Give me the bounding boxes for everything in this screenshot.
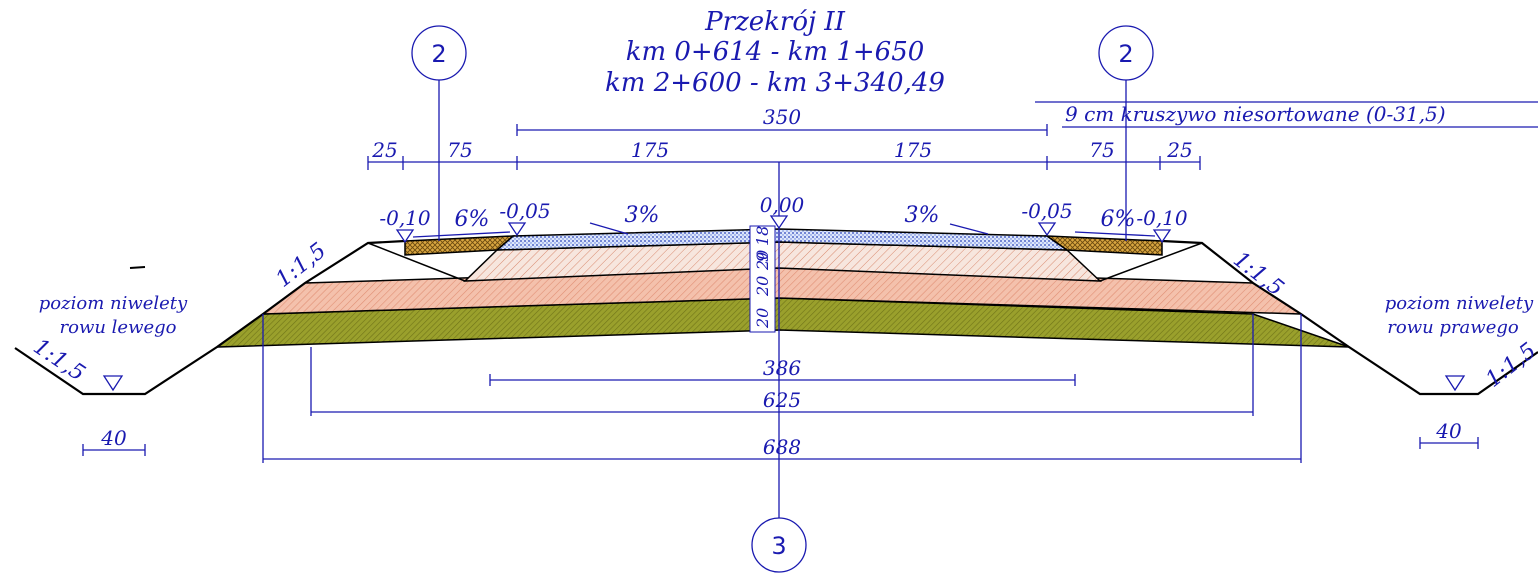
svg-text:3: 3 <box>771 532 786 560</box>
dim-350: 350 <box>516 105 1048 136</box>
dim-ditch-right-40: 40 <box>1419 419 1479 449</box>
title-line-1: Przekrój II <box>704 7 845 37</box>
dim-ditch-left-40: 40 <box>82 426 146 456</box>
elevation-left-shoulder: -0,10 <box>379 206 431 244</box>
dim-left-175: 175 <box>631 138 669 162</box>
svg-text:9 cm kruszywo niesortowane (0-: 9 cm kruszywo niesortowane (0-31,5) <box>1065 102 1446 126</box>
svg-text:3%: 3% <box>905 203 940 228</box>
elevation-center: 0,00 <box>760 193 805 230</box>
callout-left: 2 <box>411 25 467 241</box>
elevation-right-edge: -0,05 <box>1021 199 1073 237</box>
dim-right-75: 75 <box>1089 138 1114 162</box>
dim-left-25: 25 <box>371 138 397 162</box>
slope-left-shoulder: 6% <box>455 207 490 232</box>
svg-text:40: 40 <box>100 426 127 450</box>
embankment-top-right <box>1099 242 1203 282</box>
dim-right-25: 25 <box>1166 138 1192 162</box>
svg-text:-0,10: -0,10 <box>1136 206 1188 230</box>
callout-right: 2 <box>1098 25 1154 241</box>
svg-text:0,00: 0,00 <box>760 193 805 217</box>
svg-text:3%: 3% <box>625 203 660 228</box>
thickness-20a: 20 <box>753 250 772 271</box>
title-line-2: km 0+614 - km 1+650 <box>626 37 925 67</box>
ground-line-right <box>1161 239 1538 396</box>
svg-text:-0,05: -0,05 <box>1021 199 1072 223</box>
dim-386: 386 <box>489 356 1076 386</box>
dim-688: 688 <box>262 314 1302 463</box>
callout-bottom: 3 <box>751 517 807 573</box>
svg-text:-0,10: -0,10 <box>379 206 431 230</box>
thickness-18: 18 <box>753 226 772 246</box>
ditch-right-label-1: poziom niwelety <box>1385 293 1534 314</box>
dim-left-75: 75 <box>447 138 472 162</box>
dim-625: 625 <box>310 314 1254 416</box>
title-line-3: km 2+600 - km 3+340,49 <box>605 68 945 98</box>
slope-ditch-right: 1:1,5 <box>1481 338 1538 392</box>
thickness-9: 9 <box>753 252 772 262</box>
embankment-top-left <box>367 242 466 282</box>
ditch-left-label-1: poziom niwelety <box>39 293 188 314</box>
shoulder-right <box>1044 235 1163 256</box>
svg-text:2: 2 <box>431 40 446 68</box>
dim-top-row: 25 75 175 175 75 25 <box>367 138 1201 170</box>
svg-text:2: 2 <box>1118 40 1133 68</box>
layer-thickness-box <box>749 225 776 333</box>
elevation-right-shoulder: -0,10 <box>1136 206 1188 244</box>
shoulder-left <box>404 235 516 256</box>
elevation-left-edge: -0,05 <box>499 199 551 237</box>
ground-line-left <box>14 239 406 396</box>
ditch-left-level-mark <box>102 375 124 392</box>
shoulder-leaders <box>412 231 1156 238</box>
slope-right-pavement: 3% <box>905 203 989 235</box>
ditch-right-label-2: rowu prawego <box>1387 317 1519 338</box>
svg-text:688: 688 <box>763 435 801 459</box>
svg-text:350: 350 <box>763 105 801 129</box>
svg-text:-0,05: -0,05 <box>499 199 550 223</box>
slope-left-pavement: 3% <box>589 203 660 235</box>
material-note: 9 cm kruszywo niesortowane (0-31,5) <box>1035 101 1538 128</box>
stray-tick <box>129 266 146 269</box>
thickness-20b: 20 <box>753 276 772 297</box>
svg-text:40: 40 <box>1435 419 1462 443</box>
svg-text:625: 625 <box>763 388 801 412</box>
svg-text:386: 386 <box>763 356 801 380</box>
thickness-20c: 20 <box>753 308 772 329</box>
dim-right-175: 175 <box>894 138 932 162</box>
ditch-right-level-mark <box>1444 375 1466 392</box>
ditch-left-label-2: rowu lewego <box>60 317 177 338</box>
slope-right-shoulder: 6% <box>1101 207 1136 232</box>
